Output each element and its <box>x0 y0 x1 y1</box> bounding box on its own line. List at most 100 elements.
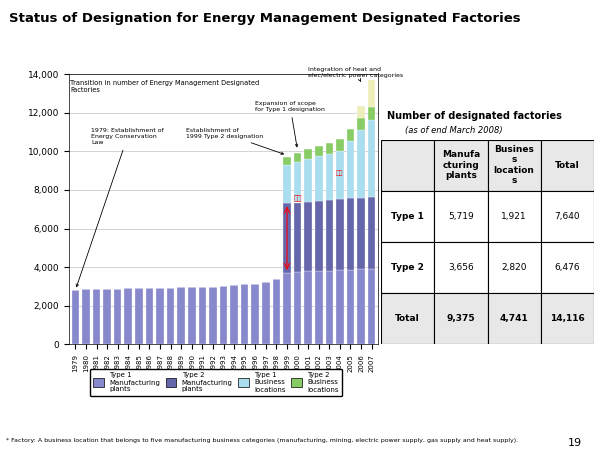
Text: Total: Total <box>395 314 420 323</box>
Bar <box>167 288 175 344</box>
Bar <box>178 288 185 344</box>
Bar <box>326 270 333 344</box>
Text: Type 2: Type 2 <box>391 263 424 272</box>
Bar <box>381 140 434 191</box>
Bar <box>326 143 333 154</box>
Bar <box>381 191 434 242</box>
Legend: Type 1
Manufacturing
plants, Type 2
Manufacturing
plants, Type 1
Business
locati: Type 1 Manufacturing plants, Type 2 Manu… <box>90 369 342 396</box>
Bar <box>146 288 153 344</box>
Bar <box>541 293 594 344</box>
Text: 1979: Establishment of
Energy Conservation
Law: 1979: Establishment of Energy Conservati… <box>76 128 164 287</box>
Bar <box>230 285 238 344</box>
Bar <box>434 140 487 191</box>
Bar <box>294 153 301 162</box>
Bar <box>381 293 434 344</box>
Bar <box>124 288 132 344</box>
Bar <box>283 157 291 165</box>
Bar <box>357 118 365 130</box>
Text: 1,921: 1,921 <box>502 212 527 221</box>
Bar <box>272 279 280 344</box>
Bar <box>368 81 376 108</box>
Bar <box>156 288 164 344</box>
Bar <box>336 140 344 151</box>
Bar <box>294 272 301 344</box>
Bar <box>209 287 217 344</box>
Text: 6,476: 6,476 <box>554 263 580 272</box>
Bar <box>347 198 354 270</box>
Bar <box>357 130 365 198</box>
Bar <box>381 242 434 293</box>
Text: (as of end March 2008): (as of end March 2008) <box>405 126 503 135</box>
Bar <box>336 199 344 270</box>
Bar <box>487 242 541 293</box>
Text: Establishment of
1999 Type 2 designation: Establishment of 1999 Type 2 designation <box>187 128 283 154</box>
Bar <box>294 162 301 202</box>
Text: Expansion of scope
for Type 1 designation: Expansion of scope for Type 1 designatio… <box>255 101 325 147</box>
Bar <box>315 201 323 271</box>
Text: 14,116: 14,116 <box>550 314 585 323</box>
Text: * Factory: A business location that belongs to five manufacturing business categ: * Factory: A business location that belo… <box>6 438 518 443</box>
Text: Total: Total <box>555 161 580 170</box>
Bar <box>114 288 121 344</box>
Bar <box>283 203 291 273</box>
Bar <box>347 140 354 198</box>
Text: 7,640: 7,640 <box>554 212 580 221</box>
Text: 5,719: 5,719 <box>448 212 474 221</box>
Bar <box>357 107 365 118</box>
Bar <box>434 293 487 344</box>
Bar <box>368 269 376 344</box>
Bar <box>304 202 312 271</box>
Bar <box>262 282 269 344</box>
Bar <box>357 198 365 270</box>
Bar <box>304 271 312 344</box>
Bar <box>71 290 79 344</box>
Bar <box>347 270 354 344</box>
Bar <box>487 191 541 242</box>
Bar <box>434 242 487 293</box>
Bar <box>336 151 344 199</box>
Bar <box>103 289 111 344</box>
Text: Manufa
cturing
plants: Manufa cturing plants <box>442 150 480 180</box>
Bar <box>487 293 541 344</box>
Bar <box>283 165 291 203</box>
Bar <box>326 154 333 200</box>
Bar <box>135 288 143 344</box>
Text: 3,656: 3,656 <box>448 263 474 272</box>
Bar <box>336 270 344 344</box>
Bar <box>315 157 323 201</box>
Bar <box>326 200 333 270</box>
Bar <box>294 202 301 272</box>
Bar <box>304 149 312 159</box>
Text: Busines
s
location
s: Busines s location s <box>494 145 535 185</box>
Text: 4,741: 4,741 <box>500 314 529 323</box>
Bar <box>251 284 259 344</box>
Bar <box>434 191 487 242</box>
Bar <box>315 146 323 157</box>
Bar <box>368 108 376 120</box>
Bar <box>220 286 227 344</box>
Bar <box>368 120 376 197</box>
Text: 9,375: 9,375 <box>446 314 475 323</box>
Bar <box>199 287 206 344</box>
Bar <box>368 197 376 269</box>
Bar <box>283 273 291 344</box>
Bar <box>82 289 90 344</box>
Text: 出現: 出現 <box>335 170 343 176</box>
Bar <box>93 289 100 344</box>
Text: Integration of heat and
elec/electric power categories: Integration of heat and elec/electric po… <box>308 68 403 81</box>
Bar <box>541 242 594 293</box>
Text: Type 1: Type 1 <box>391 212 424 221</box>
Text: Status of Designation for Energy Management Designated Factories: Status of Designation for Energy Managem… <box>9 13 521 25</box>
Text: 新規: 新規 <box>293 194 302 201</box>
Bar <box>315 271 323 344</box>
Bar <box>541 191 594 242</box>
Bar <box>241 284 248 344</box>
Bar <box>487 140 541 191</box>
Bar <box>304 159 312 202</box>
Text: 19: 19 <box>568 437 582 447</box>
Bar <box>541 140 594 191</box>
Bar <box>357 270 365 344</box>
Text: Number of designated factories: Number of designated factories <box>387 111 562 121</box>
Bar <box>347 129 354 140</box>
Bar <box>188 287 196 344</box>
